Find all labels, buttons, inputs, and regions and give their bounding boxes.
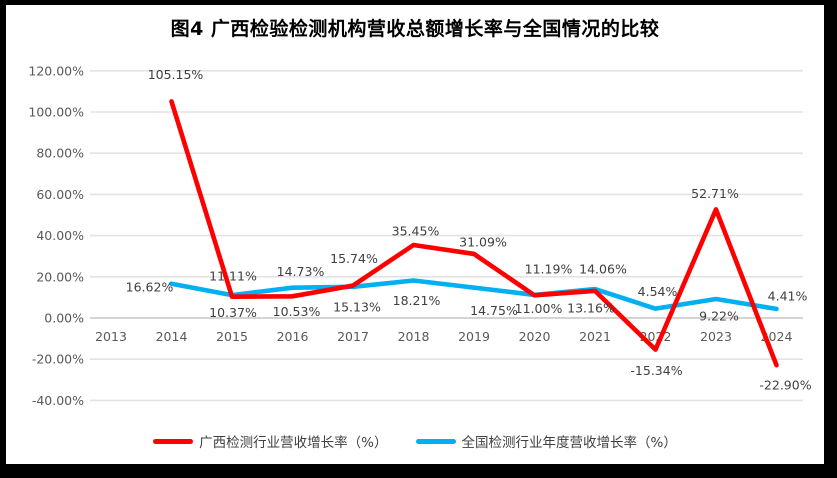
legend-item-national: 全国检测行业年度营收增长率（%） <box>415 431 677 451</box>
line-chart-plot: 120.00% 100.00% 80.00% 60.00% 40.00% 20.00% 0.… <box>28 63 811 408</box>
x-tick-label: 2021 <box>579 329 611 344</box>
data-label: 10.53% <box>273 304 321 319</box>
legend-item-guangxi: 广西检测行业营收增长率（%） <box>153 431 388 451</box>
legend-label-national: 全国检测行业年度营收增长率（%） <box>461 435 677 451</box>
x-tick-label: 2017 <box>337 329 369 344</box>
legend-label-guangxi: 广西检测行业营收增长率（%） <box>199 435 388 451</box>
y-tick-label: 60.00% <box>36 187 84 202</box>
data-label: 14.06% <box>579 262 627 277</box>
data-label: 52.71% <box>691 186 739 201</box>
data-label: 13.16% <box>567 300 615 315</box>
y-tick-label: -20.00% <box>32 352 84 367</box>
y-tick-label: 40.00% <box>36 228 84 243</box>
chart-legend: 广西检测行业营收增长率（%） 全国检测行业年度营收增长率（%） <box>6 431 824 451</box>
y-tick-label: 0.00% <box>44 311 84 326</box>
x-tick-label: 2015 <box>216 329 248 344</box>
y-tick-label: -40.00% <box>32 393 84 408</box>
data-label: 11.19% <box>525 261 573 276</box>
data-label: 11.11% <box>209 269 257 284</box>
data-label: 9.22% <box>699 309 739 324</box>
y-tick-label: 100.00% <box>28 105 84 120</box>
chart-area: 图4 广西检验检测机构营收总额增长率与全国情况的比较 120.00% 100.00… <box>6 5 824 464</box>
y-tick-label: 20.00% <box>36 269 84 284</box>
data-label: 16.62% <box>126 279 174 294</box>
chart-title: 图4 广西检验检测机构营收总额增长率与全国情况的比较 <box>170 18 660 40</box>
x-tick-label: 2019 <box>458 329 490 344</box>
data-label: 4.41% <box>768 288 808 303</box>
data-label: 14.73% <box>277 264 325 279</box>
data-label: 31.09% <box>459 234 507 249</box>
data-label: 35.45% <box>392 223 440 238</box>
x-tick-label: 2018 <box>398 329 430 344</box>
data-label: 15.13% <box>333 299 381 314</box>
national-series-swatch-icon <box>415 438 456 444</box>
data-label: 11.00% <box>515 301 563 316</box>
guangxi-series-swatch-icon <box>153 438 194 444</box>
data-label: 10.37% <box>209 305 257 320</box>
x-tick-label: 2016 <box>277 329 309 344</box>
x-tick-label: 2013 <box>95 329 127 344</box>
data-label: 105.15% <box>148 67 204 82</box>
x-tick-label: 2023 <box>700 329 732 344</box>
y-tick-label: 120.00% <box>28 63 84 78</box>
guangxi-series-line <box>169 99 779 368</box>
data-label: -15.34% <box>630 363 682 378</box>
x-tick-label: 2014 <box>156 329 188 344</box>
y-tick-label: 80.00% <box>36 146 84 161</box>
data-label: 15.74% <box>330 251 378 266</box>
data-label: 4.54% <box>638 284 678 299</box>
x-tick-label: 2020 <box>519 329 551 344</box>
data-label: -22.90% <box>759 378 811 393</box>
data-label: 18.21% <box>393 293 441 308</box>
data-label: 14.75% <box>470 303 518 318</box>
